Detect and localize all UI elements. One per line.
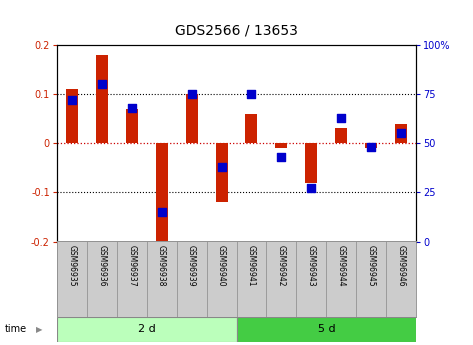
- Text: ▶: ▶: [35, 325, 42, 334]
- Text: GSM96943: GSM96943: [307, 245, 316, 287]
- Point: [68, 97, 76, 103]
- Text: GSM96946: GSM96946: [397, 245, 406, 287]
- Bar: [185, 94, 198, 143]
- Text: GSM96936: GSM96936: [97, 245, 106, 287]
- Bar: [126, 109, 138, 143]
- Point: [188, 91, 195, 97]
- Bar: [57, 317, 236, 342]
- Point: [248, 91, 255, 97]
- Text: GSM96939: GSM96939: [187, 245, 196, 287]
- Text: GSM96935: GSM96935: [67, 245, 76, 287]
- Bar: [216, 143, 228, 202]
- Bar: [306, 143, 317, 183]
- Bar: [236, 317, 416, 342]
- Point: [338, 115, 345, 120]
- Bar: [395, 124, 407, 143]
- Bar: [96, 55, 108, 143]
- Point: [158, 209, 166, 215]
- Text: GSM96941: GSM96941: [247, 245, 256, 287]
- Text: time: time: [5, 325, 27, 334]
- Text: 5 d: 5 d: [317, 325, 335, 334]
- Text: GSM96942: GSM96942: [277, 245, 286, 287]
- Text: GSM96938: GSM96938: [157, 245, 166, 287]
- Text: GSM96944: GSM96944: [337, 245, 346, 287]
- Text: GDS2566 / 13653: GDS2566 / 13653: [175, 24, 298, 38]
- Point: [98, 81, 105, 87]
- Point: [307, 186, 315, 191]
- Point: [278, 154, 285, 160]
- Text: GSM96945: GSM96945: [367, 245, 376, 287]
- Point: [218, 164, 225, 169]
- Bar: [335, 128, 347, 143]
- Text: GSM96937: GSM96937: [127, 245, 136, 287]
- Bar: [275, 143, 288, 148]
- Bar: [365, 143, 377, 148]
- Bar: [245, 114, 257, 143]
- Text: 2 d: 2 d: [138, 325, 156, 334]
- Point: [397, 130, 405, 136]
- Point: [128, 105, 135, 110]
- Point: [368, 144, 375, 150]
- Text: GSM96940: GSM96940: [217, 245, 226, 287]
- Bar: [66, 89, 78, 143]
- Bar: [156, 143, 167, 241]
